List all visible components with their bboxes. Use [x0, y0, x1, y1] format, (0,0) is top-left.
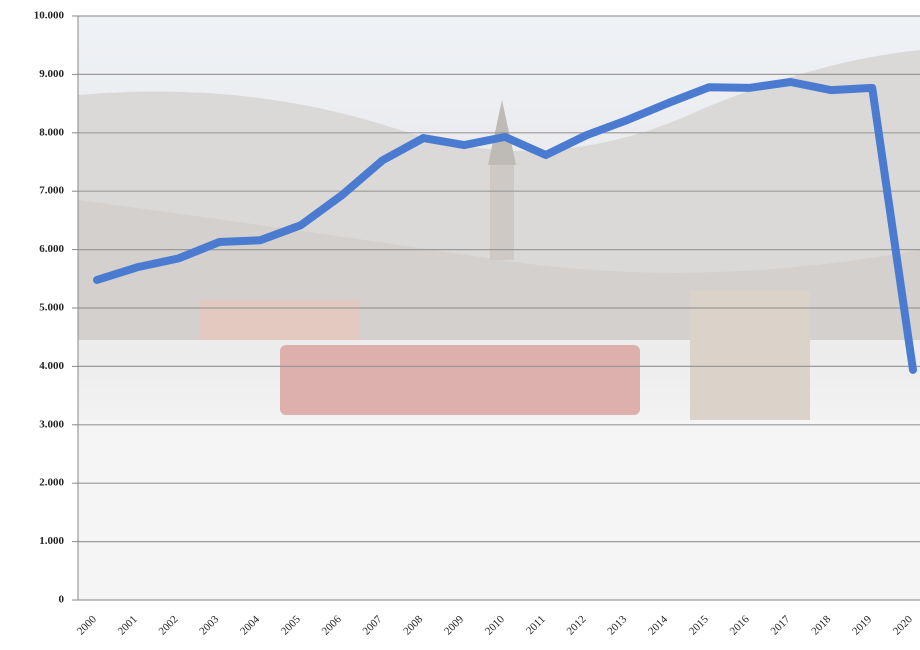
x-tick-label: 2008 — [401, 613, 425, 637]
x-tick-label: 2017 — [768, 613, 792, 637]
x-tick-label: 2002 — [156, 613, 180, 637]
x-tick-label: 2011 — [524, 613, 548, 637]
x-tick-label: 2007 — [360, 613, 384, 637]
x-tick-label: 2020 — [891, 613, 915, 637]
y-tick-label: 8.000 — [39, 126, 64, 138]
y-tick-label: 0 — [59, 594, 65, 606]
y-tick-label: 1.000 — [39, 535, 64, 547]
y-tick-label: 2.000 — [39, 477, 64, 489]
y-tick-label: 4.000 — [39, 360, 64, 372]
x-tick-label: 2005 — [279, 613, 303, 637]
background-photo — [78, 16, 920, 600]
x-tick-label: 2004 — [238, 613, 262, 637]
x-tick-label: 2000 — [75, 613, 99, 637]
grid — [78, 15, 920, 601]
x-tick-label: 2015 — [687, 613, 711, 637]
y-tick-label: 7.000 — [39, 185, 64, 197]
x-tick-label: 2003 — [197, 613, 221, 637]
x-tick-label: 2012 — [564, 613, 588, 637]
x-tick-label: 2014 — [646, 613, 670, 637]
y-tick-label: 6.000 — [39, 243, 64, 255]
y-tick-label: 5.000 — [39, 302, 64, 314]
y-tick-label: 10.000 — [34, 10, 65, 22]
data-line — [93, 77, 917, 374]
plot — [93, 77, 917, 374]
x-tick-label: 2009 — [442, 613, 466, 637]
x-tick-label: 2019 — [850, 613, 874, 637]
y-tick-label: 9.000 — [39, 68, 64, 80]
x-tick-label: 2006 — [320, 613, 344, 637]
x-tick-label: 2018 — [809, 613, 833, 637]
x-tick-label: 2001 — [116, 613, 140, 637]
x-tick-label: 2010 — [483, 613, 507, 637]
x-tick-label: 2013 — [605, 613, 629, 637]
y-tick-label: 3.000 — [39, 418, 64, 430]
x-tick-label: 2016 — [728, 613, 752, 637]
